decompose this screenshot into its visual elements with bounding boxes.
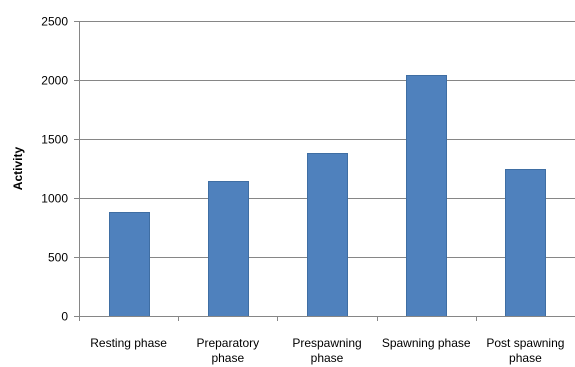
- bars: [109, 75, 546, 317]
- gridlines: [79, 21, 575, 258]
- bar: [208, 181, 249, 317]
- x-category-label: Preparatory phase: [196, 336, 259, 365]
- bar: [505, 169, 546, 317]
- x-category-label: Resting phase: [90, 336, 167, 350]
- axes: [74, 21, 575, 321]
- y-tick-label: 2500: [41, 15, 68, 29]
- x-category-label: Post spawning phase: [486, 336, 564, 365]
- y-tick-label: 1500: [41, 133, 68, 147]
- bar: [406, 75, 447, 317]
- x-category-label: Prespawning phase: [292, 336, 361, 365]
- y-tick-label: 2000: [41, 74, 68, 88]
- y-tick-label: 0: [61, 310, 68, 324]
- y-tick-labels: 0 500 1000 1500 2000 2500: [41, 15, 68, 324]
- x-category-label: Spawning phase: [382, 336, 471, 350]
- y-axis-title: Activity: [11, 147, 25, 191]
- bar: [307, 153, 348, 317]
- y-tick-label: 1000: [41, 192, 68, 206]
- x-category-labels: Resting phase Preparatory phase Prespawning…: [90, 336, 564, 365]
- y-tick-label: 500: [48, 251, 68, 265]
- bar: [109, 212, 150, 317]
